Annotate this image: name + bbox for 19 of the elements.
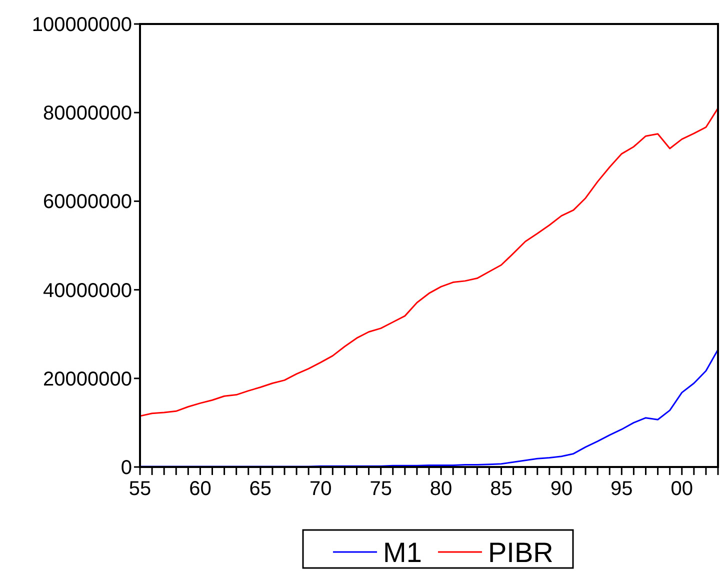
x-tick-label: 60 xyxy=(189,478,212,500)
x-tick-label: 00 xyxy=(670,478,693,500)
legend-label: PIBR xyxy=(488,536,554,568)
x-tick-label: 80 xyxy=(430,478,452,500)
x-tick-label: 70 xyxy=(310,478,332,500)
x-tick-label: 90 xyxy=(550,478,573,500)
x-tick-label: 55 xyxy=(128,478,152,500)
x-tick-label: 65 xyxy=(249,478,272,500)
x-tick-label: 85 xyxy=(490,478,512,500)
y-tick-label: 80000000 xyxy=(43,102,132,125)
y-tick-label: 60000000 xyxy=(43,191,132,214)
y-tick-label: 0 xyxy=(120,457,132,479)
y-tick-label: 40000000 xyxy=(43,280,132,302)
line-series xyxy=(139,107,719,417)
y-tick-label: 100000000 xyxy=(32,14,132,36)
y-tick-label: 20000000 xyxy=(43,368,132,390)
legend-label: M1 xyxy=(383,536,422,568)
x-tick-label: 95 xyxy=(610,478,633,500)
x-tick-label: 75 xyxy=(370,478,392,500)
